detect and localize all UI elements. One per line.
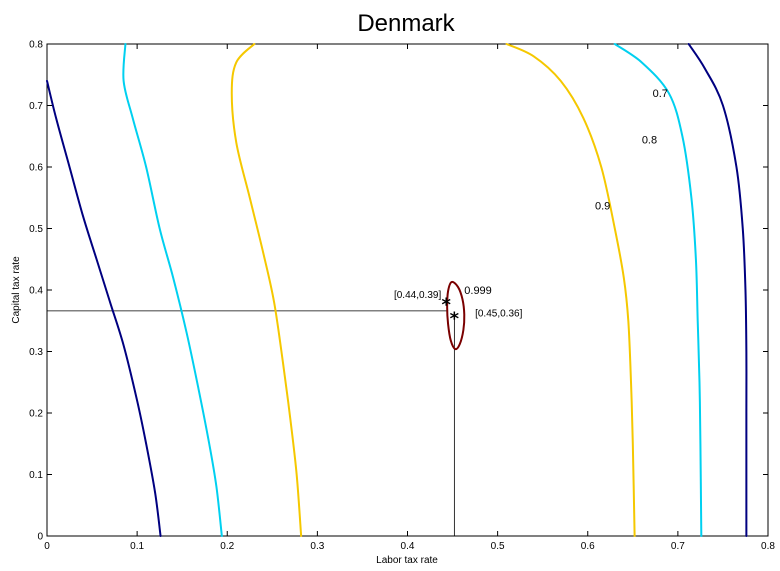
contour-line-c09-right	[505, 43, 636, 537]
contour-level-label: 0.9	[595, 201, 610, 213]
x-tick-label: 0.2	[220, 541, 234, 552]
y-tick-label: 0.5	[29, 224, 43, 235]
contour-line-c08-left	[122, 43, 223, 537]
point-marker: *	[442, 294, 452, 315]
y-tick-label: 0.1	[29, 470, 43, 481]
y-tick-label: 0.4	[29, 286, 43, 297]
x-tick-label: 0.3	[310, 541, 324, 552]
y-tick-label: 0.8	[29, 40, 43, 51]
chart-title: Denmark	[357, 10, 455, 37]
y-tick-label: 0.3	[29, 347, 43, 358]
y-axis-label: Capital tax rate	[11, 256, 22, 324]
y-tick-label: 0.7	[29, 101, 43, 112]
y-tick-label: 0.6	[29, 163, 43, 174]
contour-line-c0999	[446, 280, 466, 351]
plot-frame	[46, 43, 769, 537]
y-tick-label: 0	[37, 532, 43, 543]
contour-level-label: 0.999	[464, 285, 492, 297]
contour-series	[46, 43, 748, 537]
y-tick-label: 0.2	[29, 409, 43, 420]
point-marker: *	[450, 308, 460, 329]
plot-area: *[0.44,0.39]* [0.45,0.36] 0.70.80.90.999	[46, 43, 769, 537]
contour-level-label: 0.7	[653, 88, 668, 100]
contour-labels: 0.7 0.8 0.9 0.999	[464, 88, 668, 297]
contour-level-label: 0.8	[642, 134, 657, 146]
x-axis-label: Labor tax rate	[376, 555, 438, 566]
x-tick-label: 0	[44, 541, 50, 552]
x-tick-label: 0.7	[671, 541, 685, 552]
x-tick-label: 0.8	[761, 541, 775, 552]
contour-line-c07-left	[46, 79, 162, 537]
contour-line-c07-right	[687, 43, 748, 537]
x-tick-label: 0.1	[130, 541, 144, 552]
point-markers: *[0.44,0.39]* [0.45,0.36]	[394, 290, 523, 330]
contour-line-c08-right	[613, 43, 703, 537]
y-axis: 0 0.1 0.2 0.3 0.4 0.5 0.6 0.7 0.8	[29, 40, 768, 543]
point-annotation: [0.44,0.39]	[394, 290, 441, 301]
point-annotation: [0.45,0.36]	[475, 308, 522, 319]
x-tick-label: 0.5	[491, 541, 505, 552]
contour-line-c09-left	[230, 43, 303, 537]
x-axis: 0 0.1 0.2 0.3 0.4 0.5 0.6 0.7 0.8	[44, 44, 775, 552]
x-tick-label: 0.6	[581, 541, 595, 552]
x-tick-label: 0.4	[401, 541, 415, 552]
